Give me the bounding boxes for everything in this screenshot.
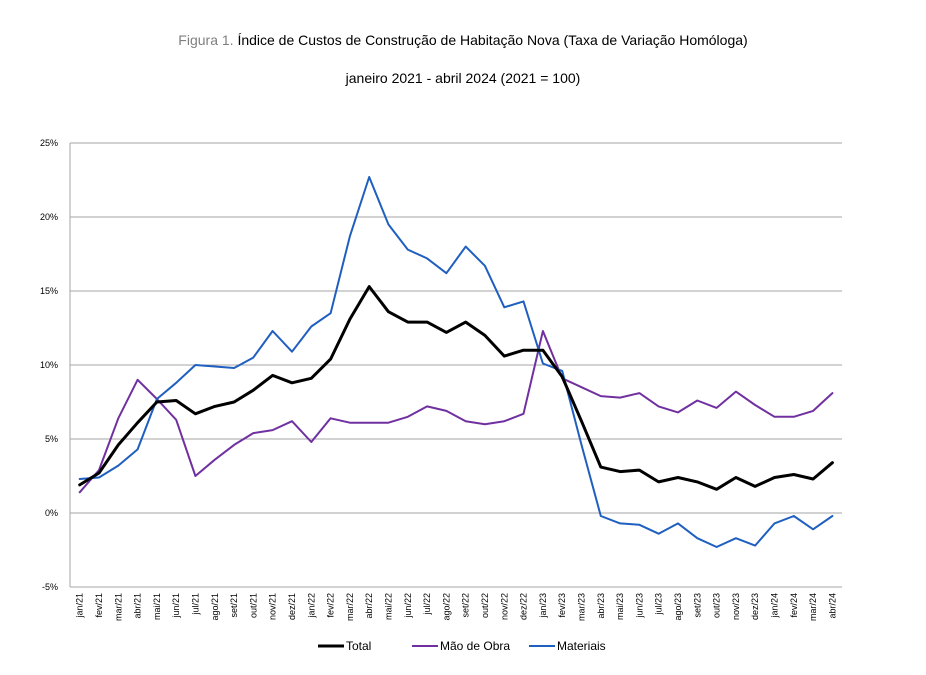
x-tick-label: mar/23 [576,593,586,621]
x-tick-label: out/21 [248,593,258,618]
x-tick-label: fev/24 [789,593,799,618]
x-tick-label: dez/22 [519,593,529,620]
y-tick-label: -5% [42,582,58,592]
chart-title: Figura 1. Índice de Custos de Construção… [0,30,926,50]
legend: Total Mão de Obra Materiais [318,639,606,653]
x-tick-label: jan/22 [306,593,316,619]
x-tick-label: jan/21 [75,593,85,619]
x-tick-label: mai/23 [615,593,625,620]
x-tick-label: mai/21 [152,593,162,620]
y-tick-label: 10% [40,360,58,370]
series-lines [78,176,834,548]
x-tick-label: jun/21 [171,593,181,619]
x-tick-label: fev/22 [326,593,336,618]
y-axis-ticks: 25% 20% 15% 10% 5% 0% -5% [40,138,58,592]
x-tick-label: jul/21 [190,593,200,616]
x-axis-ticks: jan/21 fev/21 mar/21 abr/21 mai/21 jun/21 jul/… [75,593,838,621]
chart-title-block: Figura 1. Índice de Custos de Construção… [0,30,926,88]
x-tick-label: dez/21 [287,593,297,620]
figure-prefix: Figura 1. [178,32,234,48]
x-tick-label: abr/22 [364,593,374,619]
y-tick-label: 20% [40,212,58,222]
x-tick-label: jul/22 [422,593,432,616]
x-tick-label: ago/22 [441,593,451,621]
legend-label: Mão de Obra [440,639,510,653]
x-tick-label: mai/22 [383,593,393,620]
x-tick-label: set/23 [692,593,702,618]
y-tick-label: 0% [45,508,58,518]
legend-label: Materiais [557,639,606,653]
x-tick-label: set/22 [461,593,471,618]
x-tick-label: fev/23 [557,593,567,618]
y-tick-label: 25% [40,138,58,148]
x-tick-label: mar/22 [345,593,355,621]
x-tick-label: jan/23 [538,593,548,619]
y-tick-label: 5% [45,434,58,444]
x-tick-label: jan/24 [769,593,779,619]
x-tick-label: ago/23 [673,593,683,621]
series-line-materiais [78,176,834,548]
series-line-mão-de-obra [78,330,834,494]
x-tick-label: jun/22 [403,593,413,619]
figure-title: Índice de Custos de Construção de Habita… [237,32,748,48]
x-tick-label: abr/23 [596,593,606,619]
x-tick-label: ago/21 [210,593,220,621]
x-tick-label: abr/21 [133,593,143,619]
x-tick-label: fev/21 [94,593,104,618]
y-tick-label: 15% [40,286,58,296]
chart-subtitle: janeiro 2021 - abril 2024 (2021 = 100) [345,70,581,86]
x-tick-label: out/22 [480,593,490,618]
x-tick-label: mar/21 [113,593,123,621]
gridlines [69,142,842,588]
series-line-total [78,285,834,491]
x-tick-label: out/23 [712,593,722,618]
x-tick-label: mar/24 [808,593,818,621]
legend-label: Total [346,639,371,653]
x-tick-label: nov/22 [499,593,509,620]
x-tick-label: nov/23 [731,593,741,620]
x-tick-label: abr/24 [827,593,837,619]
x-tick-label: set/21 [229,593,239,618]
x-tick-label: dez/23 [750,593,760,620]
x-tick-label: jul/23 [654,593,664,616]
x-tick-label: nov/21 [268,593,278,620]
x-tick-label: jun/23 [634,593,644,619]
